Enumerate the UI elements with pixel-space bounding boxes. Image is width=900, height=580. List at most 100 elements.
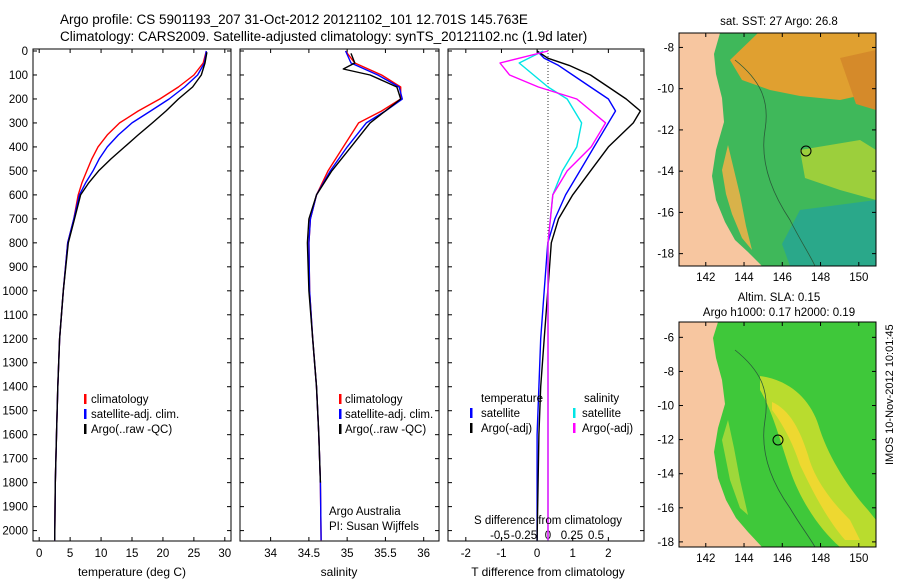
sst-warm-patch: [730, 33, 876, 100]
map-ytick-label: -16: [657, 207, 674, 219]
ytick-label: 1100: [3, 310, 28, 322]
legend-swatch-t-satellite: [470, 408, 473, 418]
difference-salinity-legend: salinity satellite Argo(-adj): [573, 393, 633, 435]
sst-map-title: sat. SST: 27 Argo: 26.8: [720, 16, 838, 28]
xtick-label: 34.5: [298, 548, 320, 560]
legend-label-argo: Argo(..raw -QC): [345, 424, 426, 436]
map-ytick-label: -14: [657, 469, 674, 481]
ytick-label: 300: [9, 118, 28, 130]
ytick-label: 1500: [2, 406, 28, 418]
legend-swatch-satellite: [84, 409, 87, 419]
map-ytick-label: -18: [657, 537, 674, 549]
series-line-t-satellite: [536, 50, 617, 541]
temperature-xlabel: temperature (deg C): [78, 565, 186, 579]
ytick-label: 200: [9, 94, 28, 106]
xtick-label: -1: [496, 548, 506, 560]
sla-map-axes: -6 -8 -10 -12 -14 -16 -18 142 144 146 148 150: [657, 322, 876, 565]
xtick-label: 30: [218, 548, 231, 560]
series-line-climatology: [308, 50, 402, 541]
figure-title-climatology: Climatology: CARS2009. Satellite-adjuste…: [60, 29, 588, 44]
xtick-label: 35: [341, 548, 354, 560]
xtick-label: 0: [534, 548, 540, 560]
series-line-argo-raw-qc-: [306, 53, 402, 483]
ytick-label: 2000: [2, 526, 28, 538]
legend-swatch-argo: [339, 424, 342, 434]
ytick-label: 1600: [2, 430, 28, 442]
difference-temperature-legend: temperature satellite Argo(-adj): [470, 393, 543, 435]
map-xtick-label: 146: [773, 553, 792, 565]
sst-map: sat. SST: 27 Argo: 26.8 -8 -10 -12 -14 -16 -1…: [657, 16, 877, 284]
ytick-label: 0: [22, 46, 28, 58]
xtick-label: 20: [157, 548, 170, 560]
legend-label-satellite: satellite-adj. clim.: [345, 409, 433, 421]
xtick-label: 35.5: [374, 548, 396, 560]
xtick-label: 2: [605, 548, 611, 560]
map-ytick-label: -14: [657, 166, 674, 178]
sst-map-axes: -8 -10 -12 -14 -16 -18 142 144 146 148 150: [657, 33, 876, 284]
series-line-s-argo-adj-: [499, 50, 607, 541]
ytick-label: 1700: [2, 454, 28, 466]
sst-warm-patch-east: [840, 50, 876, 110]
sst-coastal-warm: [722, 145, 752, 250]
sla-map-frame: [678, 321, 877, 548]
legend-label-t-argo: Argo(-adj): [481, 423, 532, 435]
sst-cool-patch: [782, 200, 876, 266]
map-xtick-label: 144: [734, 553, 754, 565]
salinity-panel-frame: [239, 48, 440, 542]
map-xtick-label: 150: [849, 272, 868, 284]
s-difference-tick-label: -0.25: [511, 530, 537, 542]
difference-xlabel: T difference from climatology: [471, 565, 625, 579]
map-ytick-label: -16: [657, 503, 674, 515]
sla-argo-location-marker: [772, 434, 784, 446]
legend-label-satellite: satellite-adj. clim.: [91, 409, 179, 421]
xtick-label: 5: [67, 548, 73, 560]
salinity-series: [306, 50, 403, 541]
ytick-label: 400: [9, 142, 28, 154]
s-difference-tick-label: 0.5: [588, 530, 604, 542]
map-ytick-label: -12: [657, 125, 674, 137]
xtick-label: -2: [461, 548, 471, 560]
s-difference-tick-label: 0.25: [561, 530, 583, 542]
salinity-xlabel: salinity: [321, 565, 358, 579]
sla-map-title-2: Argo h1000: 0.17 h2000: 0.19: [703, 307, 855, 319]
legend-swatch-climatology: [339, 394, 342, 404]
difference-panel-frame: [447, 48, 645, 542]
legend-heading-salinity: salinity: [584, 393, 619, 405]
legend-label-argo: Argo(..raw -QC): [91, 424, 172, 436]
legend-swatch-climatology: [84, 394, 87, 404]
series-line-t-argo-adj-: [536, 50, 642, 541]
ytick-label: 1300: [2, 358, 28, 370]
salinity-legend: climatology satellite-adj. clim. Argo(..…: [329, 394, 433, 533]
legend-swatch-satellite: [339, 409, 342, 419]
xtick-label: 0: [36, 548, 42, 560]
legend-heading-temperature: temperature: [481, 393, 543, 405]
map-ytick-label: -10: [657, 401, 674, 413]
ytick-label: 1000: [2, 286, 28, 298]
series-line-satellite-adj-clim-: [308, 50, 403, 541]
map-xtick-label: 142: [696, 553, 715, 565]
map-xtick-label: 150: [849, 553, 868, 565]
temperature-legend: climatology satellite-adj. clim. Argo(..…: [84, 394, 179, 436]
legend-swatch-s-satellite: [573, 408, 576, 418]
sla-coastal-patch: [722, 420, 748, 515]
difference-axes: -2 -1 0 1 2-0.5 -0.25 0 0.25 0.5: [448, 49, 644, 560]
legend-swatch-t-argo: [470, 423, 473, 433]
figure-title-profile: Argo profile: CS 5901193_207 31-Oct-2012…: [60, 12, 528, 27]
sst-bathymetry-contour: [734, 59, 816, 267]
ytick-label: 800: [9, 238, 28, 250]
sla-map: Altim. SLA: 0.15 Argo h1000: 0.17 h2000:…: [657, 292, 877, 565]
series-line-s-satellite: [518, 50, 583, 541]
map-ytick-label: -10: [657, 84, 674, 96]
ytick-label: 500: [9, 166, 28, 178]
temperature-axes: 0100200300400500600700800900100011001200…: [2, 46, 231, 560]
series-line-satellite-adj-clim-: [54, 50, 207, 541]
legend-swatch-argo: [84, 424, 87, 434]
temperature-series: [54, 50, 208, 541]
map-ytick-label: -8: [664, 42, 674, 54]
ytick-label: 1900: [2, 502, 28, 514]
legend-label-t-satellite: satellite: [481, 408, 520, 420]
legend-label-s-satellite: satellite: [582, 408, 621, 420]
sst-map-frame: [678, 32, 877, 267]
xtick-label: 10: [95, 548, 108, 560]
xtick-label: 25: [187, 548, 200, 560]
